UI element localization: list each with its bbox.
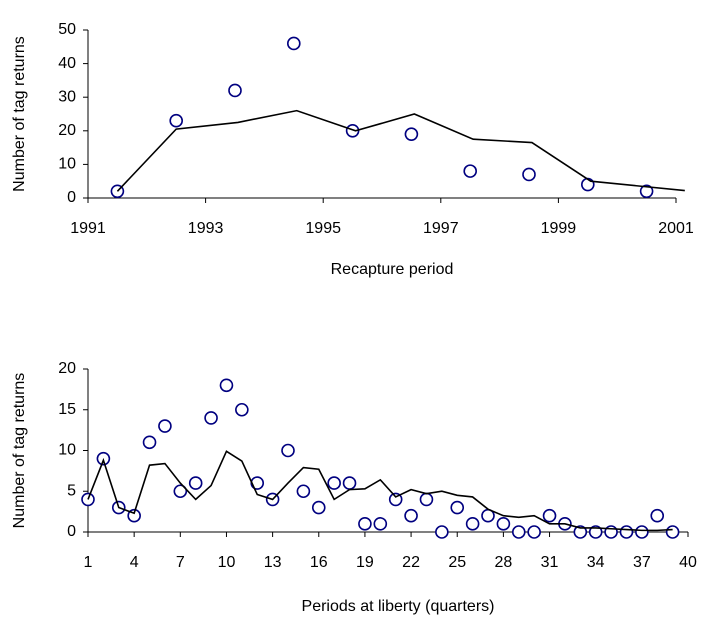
observed-point (327, 476, 341, 490)
y-tick-label: 50 (58, 21, 76, 38)
y-tick-label: 30 (58, 88, 76, 105)
x-tick-label: 1995 (305, 220, 341, 237)
observed-point (635, 525, 649, 539)
x-tick-label: 10 (218, 554, 236, 571)
observed-point (639, 184, 654, 199)
observed-point (204, 411, 218, 425)
x-tick-label: 1 (84, 554, 93, 571)
x-tick-label: 28 (494, 554, 512, 571)
observed-point (522, 167, 536, 182)
observed-point (169, 113, 183, 128)
observed-point (358, 517, 372, 531)
x-tick-label: 22 (402, 554, 420, 571)
observed-point (286, 36, 301, 51)
observed-point (435, 525, 449, 539)
observed-point (580, 177, 595, 192)
y-tick-label: 0 (67, 523, 76, 540)
observed-point (188, 476, 203, 490)
y-axis-label: Number of tag returns (11, 373, 28, 529)
observed-point (311, 500, 326, 515)
x-tick-label: 31 (541, 554, 559, 571)
observed-point (404, 127, 419, 141)
observed-point (450, 500, 465, 515)
y-tick-label: 20 (58, 122, 76, 139)
x-tick-label: 13 (264, 554, 282, 571)
observed-point (465, 517, 480, 531)
y-tick-label: 40 (58, 55, 76, 72)
x-tick-label: 2001 (658, 220, 694, 237)
observed-point (404, 508, 418, 523)
observed-point (588, 525, 603, 539)
observed-point (527, 525, 541, 539)
x-tick-label: 7 (176, 554, 185, 571)
observed-point (373, 517, 388, 531)
x-tick-label: 34 (587, 554, 605, 571)
y-tick-label: 5 (67, 482, 76, 499)
x-axis-label: Recapture period (331, 261, 454, 278)
model-line (116, 109, 685, 192)
observed-point (342, 476, 357, 490)
observed-point (228, 83, 242, 98)
y-tick-label: 0 (67, 189, 76, 206)
observed-point (619, 525, 634, 539)
observed-point (573, 525, 588, 539)
y-tick-label: 10 (58, 442, 76, 459)
observed-point (173, 484, 188, 499)
x-tick-label: 25 (448, 554, 466, 571)
observed-point (511, 525, 526, 539)
observed-point (281, 443, 295, 458)
observed-point (665, 525, 680, 539)
x-axis-label: Periods at liberty (quarters) (302, 598, 495, 615)
observed-point (496, 517, 511, 531)
observed-point (219, 378, 234, 393)
observed-point (235, 402, 249, 417)
observed-point (463, 164, 478, 178)
observed-point (345, 124, 360, 138)
x-tick-label: 16 (310, 554, 328, 571)
x-tick-label: 1991 (70, 220, 106, 237)
observed-point (542, 508, 557, 523)
observed-point (650, 508, 665, 523)
observed-point (158, 419, 172, 433)
x-tick-label: 1999 (541, 220, 577, 237)
observed-point (419, 492, 434, 507)
y-tick-label: 15 (58, 401, 76, 418)
observed-point (142, 435, 157, 450)
x-tick-label: 19 (356, 554, 374, 571)
x-tick-label: 40 (679, 554, 697, 571)
x-tick-label: 1993 (188, 220, 224, 237)
y-axis-label: Number of tag returns (11, 36, 28, 192)
observed-point (296, 484, 311, 499)
x-tick-label: 1997 (423, 220, 459, 237)
y-tick-label: 20 (58, 360, 76, 377)
y-tick-label: 10 (58, 156, 76, 173)
model-line (87, 450, 673, 532)
x-tick-label: 37 (633, 554, 651, 571)
x-tick-label: 4 (130, 554, 139, 571)
